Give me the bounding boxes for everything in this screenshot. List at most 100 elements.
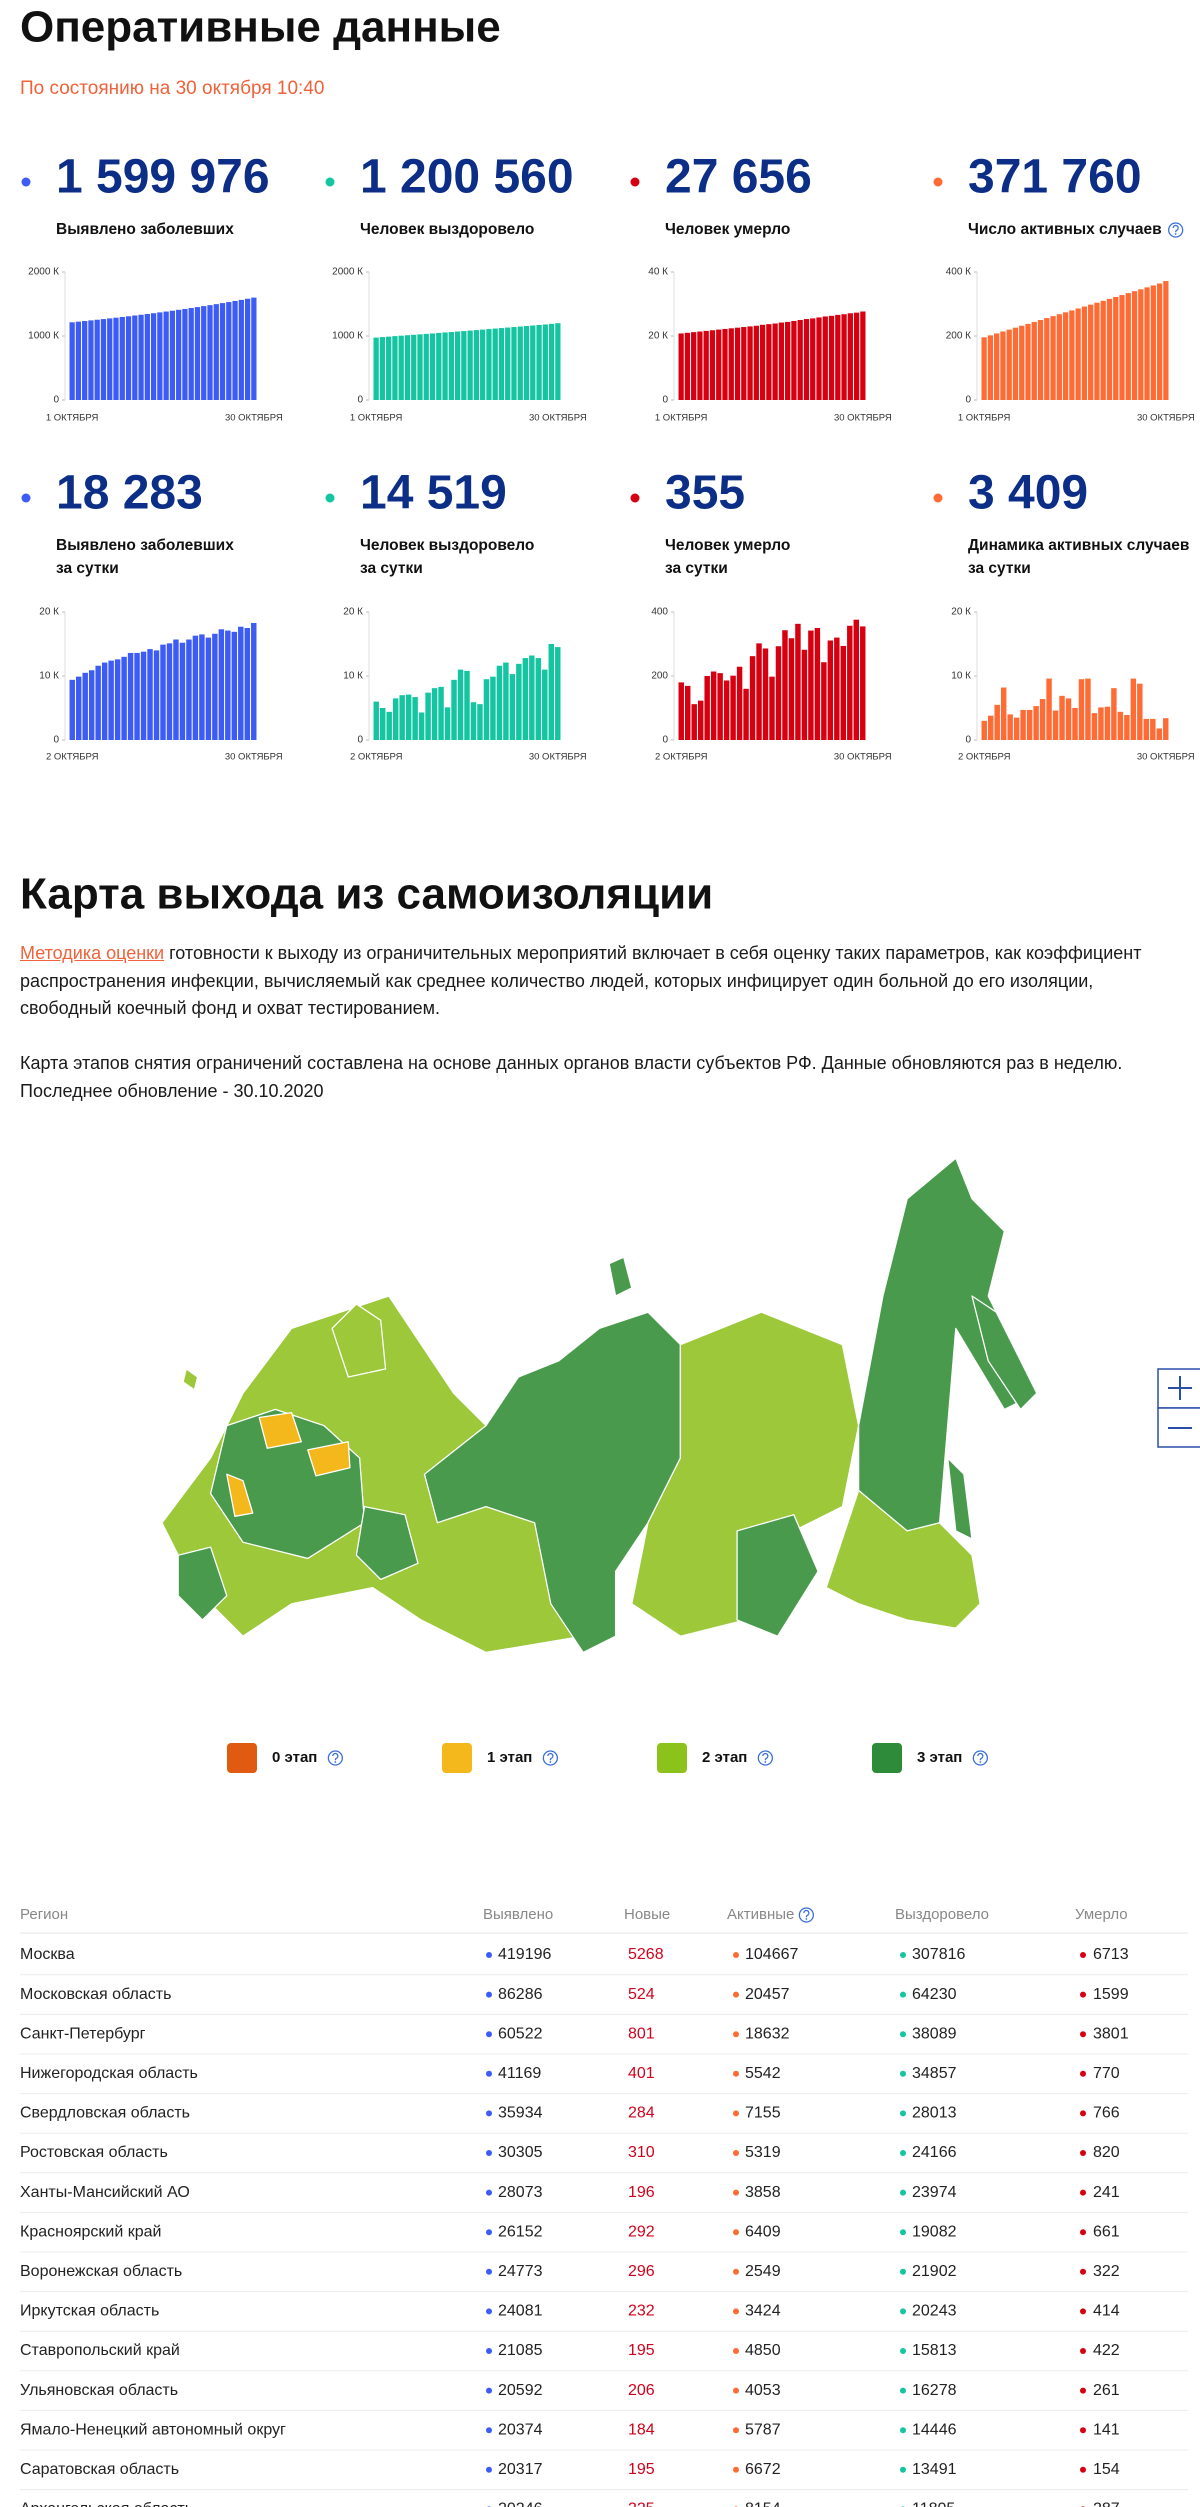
- bar: [522, 658, 529, 740]
- help-glyph: [332, 1752, 339, 1761]
- bar: [1000, 331, 1006, 400]
- bar: [1069, 310, 1075, 400]
- zoom-controls[interactable]: [1157, 1368, 1200, 1448]
- bar: [860, 311, 866, 400]
- cell-value: 419196: [498, 1946, 551, 1963]
- bar: [722, 328, 728, 400]
- help-circle: [757, 1750, 774, 1766]
- cell-value: 206: [628, 2382, 655, 2399]
- bar: [847, 313, 853, 400]
- cell-value: 28013: [912, 2105, 957, 2122]
- cell-value: 241: [1093, 2184, 1120, 2201]
- bar: [448, 332, 454, 400]
- bar: [548, 644, 554, 740]
- bar: [69, 679, 75, 740]
- bar: [691, 704, 697, 740]
- stat-number: 355: [665, 467, 745, 520]
- bar: [207, 305, 213, 400]
- bar: [1081, 306, 1088, 400]
- bar: [529, 655, 535, 740]
- bar: [486, 329, 492, 400]
- bar: [132, 315, 138, 400]
- help-dot: [549, 1761, 552, 1763]
- cell-value: 24773: [498, 2263, 543, 2280]
- bar: [101, 662, 108, 740]
- bar: [173, 639, 179, 740]
- bar: [685, 685, 691, 740]
- bar: [412, 697, 418, 740]
- legend-swatch: [442, 1743, 472, 1773]
- bar: [1098, 707, 1104, 740]
- bar: [808, 630, 814, 740]
- value-dot: [1080, 2189, 1086, 2196]
- bar: [392, 336, 398, 400]
- value-dot: [486, 2189, 492, 2196]
- bar: [423, 333, 429, 400]
- value-dot: [1080, 2110, 1086, 2117]
- value-dot: [1080, 2070, 1086, 2077]
- cell-value: 20374: [498, 2421, 543, 2438]
- bar: [82, 321, 88, 400]
- cell-value: 5787: [745, 2421, 781, 2438]
- bar: [1091, 713, 1098, 740]
- bar: [95, 665, 101, 740]
- bar: [749, 656, 756, 740]
- bar: [379, 337, 386, 400]
- stat-number: 27 656: [665, 151, 812, 204]
- value-dot: [733, 2427, 739, 2434]
- bar: [981, 337, 987, 400]
- stat-label: Выявлено заболевших: [56, 221, 234, 238]
- bar: [785, 321, 791, 400]
- bar: [1144, 287, 1150, 400]
- methodology-link[interactable]: Методика оценки: [20, 943, 165, 963]
- y-tick-label: 200 К: [946, 331, 971, 342]
- bar: [114, 659, 121, 740]
- bar: [1078, 679, 1085, 740]
- bar: [1113, 296, 1119, 400]
- cell-value: 60522: [498, 2025, 543, 2042]
- bar: [1033, 706, 1039, 740]
- help-glyph: [977, 1752, 984, 1761]
- map-region: [331, 1303, 387, 1378]
- bar: [994, 704, 1000, 740]
- bar: [1100, 300, 1106, 400]
- bar: [1013, 717, 1020, 740]
- bar: [816, 317, 822, 400]
- value-dot: [486, 2150, 492, 2156]
- bar: [417, 334, 423, 400]
- region-name: Санкт-Петербург: [20, 2025, 146, 2042]
- cell-value: 284: [628, 2105, 655, 2122]
- bar: [121, 656, 127, 740]
- bar: [1046, 678, 1052, 740]
- bar: [1052, 710, 1059, 740]
- bar: [542, 669, 548, 740]
- bar: [218, 629, 225, 740]
- bar: [788, 638, 795, 740]
- stat-number: 3 409: [968, 467, 1088, 520]
- bar: [244, 298, 251, 400]
- bar: [766, 324, 772, 400]
- bar: [678, 682, 684, 740]
- bar: [140, 651, 147, 740]
- y-tick-label: 1000 К: [28, 331, 59, 342]
- bar: [226, 302, 232, 400]
- legend-label: 3 этап: [917, 1749, 962, 1766]
- value-dot: [900, 2308, 906, 2315]
- cell-value: 296: [628, 2263, 655, 2280]
- bar: [1143, 718, 1150, 740]
- value-dot: [900, 2387, 906, 2394]
- bar: [1137, 683, 1143, 740]
- bar: [814, 628, 821, 740]
- value-dot: [900, 2189, 906, 2196]
- value-dot: [733, 2070, 739, 2077]
- cell-value: 20592: [498, 2382, 543, 2399]
- bar: [736, 666, 743, 740]
- bar: [144, 313, 150, 400]
- map-note: Карта этапов снятия ограничений составле…: [20, 1053, 1123, 1101]
- bar: [473, 330, 480, 400]
- bar: [1156, 283, 1163, 400]
- cell-value: 154: [1093, 2461, 1120, 2478]
- bar: [1039, 699, 1046, 740]
- value-dot: [486, 2229, 492, 2236]
- help-glyph: [803, 1909, 810, 1918]
